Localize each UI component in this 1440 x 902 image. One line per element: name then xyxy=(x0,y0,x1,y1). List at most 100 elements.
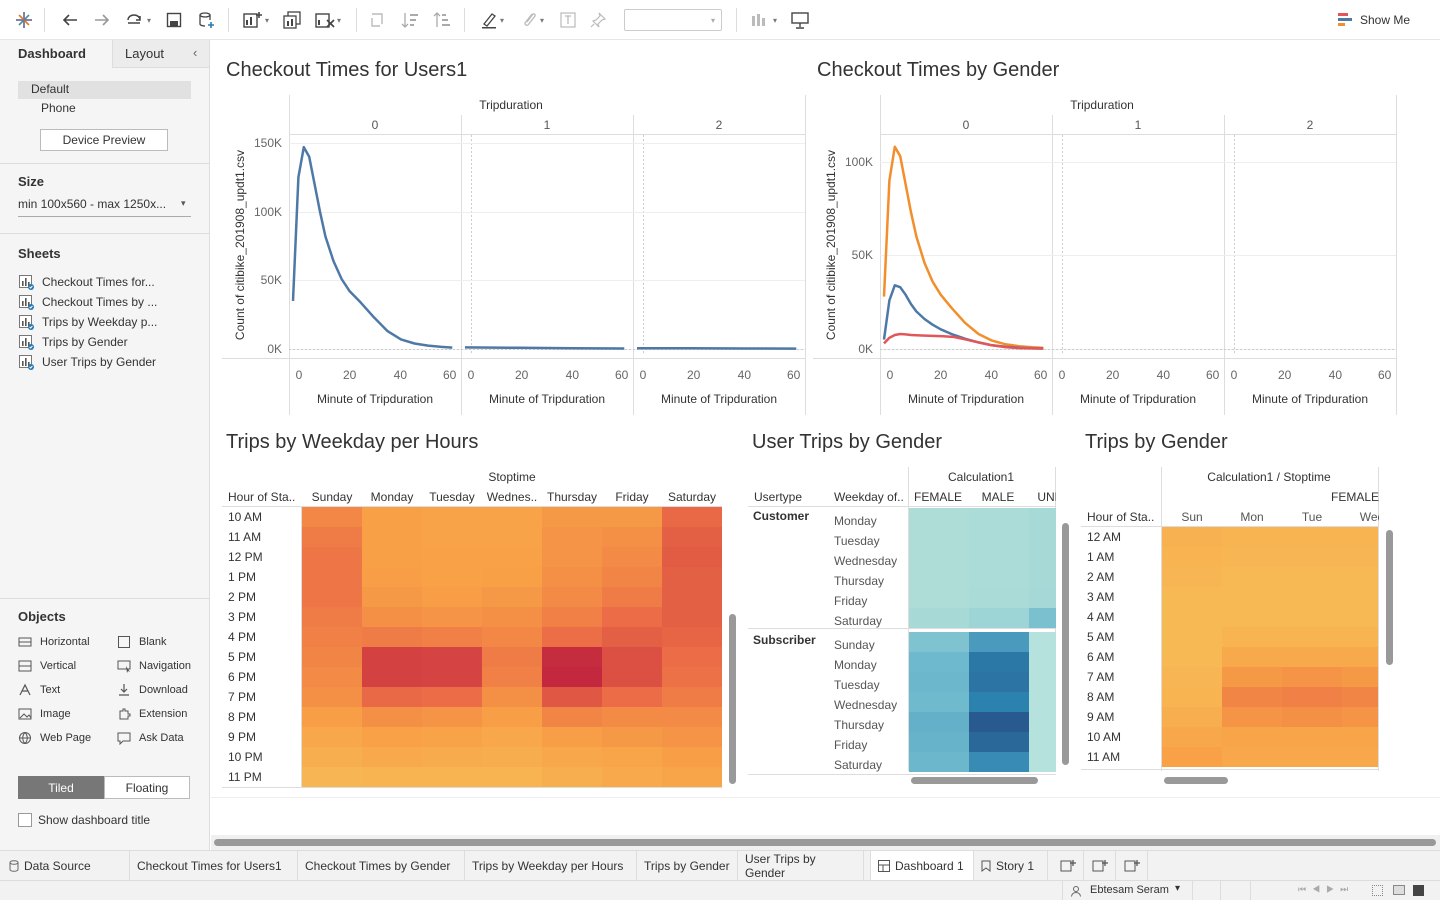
user-name[interactable]: Ebtesam Seram xyxy=(1090,884,1169,896)
trips-by-gender-heatmap-cell[interactable] xyxy=(1222,567,1282,587)
trips-by-gender-heatmap-cell[interactable] xyxy=(1162,527,1222,547)
trips-by-gender-heatmap-cell[interactable] xyxy=(1342,647,1378,667)
undo-icon[interactable] xyxy=(58,8,82,32)
tab-layout[interactable]: Layout xyxy=(125,46,164,61)
object-web-page[interactable]: Web Page xyxy=(18,731,91,745)
presentation-mode-icon[interactable] xyxy=(788,8,812,32)
sheet-navigation-icons[interactable]: ⏮◀▶⏭ xyxy=(1298,884,1354,895)
new-worksheet-tab-icon[interactable] xyxy=(1052,851,1084,880)
new-dashboard-tab-icon[interactable] xyxy=(1084,851,1116,880)
trips-by-gender-heatmap-cell[interactable] xyxy=(1222,547,1282,567)
trips-by-gender-heatmap-cell[interactable] xyxy=(1222,627,1282,647)
trips-by-gender-heatmap-cell[interactable] xyxy=(1282,647,1342,667)
trips-by-gender-heatmap-cell[interactable] xyxy=(1162,727,1222,747)
trips-by-gender-heatmap-cell[interactable] xyxy=(1222,527,1282,547)
new-worksheet-icon[interactable]: ▾ xyxy=(238,8,274,32)
bottom-tab-6[interactable]: User Trips by Gender xyxy=(738,851,864,880)
object-extension[interactable]: Extension xyxy=(117,707,187,721)
bottom-tab-8[interactable]: Story 1 xyxy=(974,851,1048,880)
new-story-tab-icon[interactable] xyxy=(1116,851,1148,880)
object-horizontal[interactable]: Horizontal xyxy=(18,635,90,649)
user-menu-caret-icon[interactable]: ▾ xyxy=(1175,883,1180,894)
show-sheet-sorter-icon[interactable] xyxy=(1393,885,1405,895)
bottom-tab-1[interactable]: Data Source xyxy=(2,851,130,880)
device-default[interactable]: Default xyxy=(31,82,69,96)
trips-by-gender-heatmap-cell[interactable] xyxy=(1222,707,1282,727)
trips-by-gender-heatmap-cell[interactable] xyxy=(1342,687,1378,707)
show-title-checkbox[interactable] xyxy=(18,813,32,827)
trips-by-gender-heatmap-cell[interactable] xyxy=(1162,707,1222,727)
object-download[interactable]: Download xyxy=(117,683,188,697)
object-text[interactable]: Text xyxy=(18,683,60,697)
device-preview-button[interactable]: Device Preview xyxy=(40,129,168,151)
trips-by-gender-heatmap-cell[interactable] xyxy=(1222,587,1282,607)
bottom-tab-3[interactable]: Checkout Times by Gender xyxy=(298,851,465,880)
clear-sheet-icon[interactable]: ▾ xyxy=(310,8,346,32)
save-icon[interactable] xyxy=(162,8,186,32)
redo-icon[interactable] xyxy=(90,8,114,32)
show-me-button[interactable]: Show Me xyxy=(1338,8,1424,32)
trips-by-gender-heatmap-cell[interactable] xyxy=(1282,727,1342,747)
trips-by-gender-heatmap-cell[interactable] xyxy=(1342,627,1378,647)
show-mark-labels-icon[interactable] xyxy=(556,8,580,32)
trips-by-gender-heatmap-cell[interactable] xyxy=(1282,547,1342,567)
horizontal-scrollbar[interactable] xyxy=(211,835,1440,850)
trips-by-gender-heatmap-cell[interactable] xyxy=(1342,747,1378,767)
floating-button[interactable]: Floating xyxy=(104,776,190,799)
object-ask-data[interactable]: Ask Data xyxy=(117,731,184,745)
duplicate-sheet-icon[interactable] xyxy=(280,8,304,32)
show-filmstrip-icon[interactable] xyxy=(1372,885,1383,896)
trips-by-gender-heatmap-cell[interactable] xyxy=(1162,667,1222,687)
tableau-logo-icon[interactable] xyxy=(12,8,36,32)
object-navigation[interactable]: Navigation xyxy=(117,659,191,673)
trips-by-gender-heatmap-cell[interactable] xyxy=(1282,587,1342,607)
size-dropdown[interactable]: min 100x560 - max 1250x... xyxy=(18,197,191,217)
trips-by-gender-heatmap-cell[interactable] xyxy=(1342,567,1378,587)
sheet-item[interactable]: Checkout Times for... xyxy=(18,274,155,290)
trips-by-gender-heatmap-cell[interactable] xyxy=(1282,607,1342,627)
trips-by-gender-heatmap-cell[interactable] xyxy=(1162,687,1222,707)
trips-by-gender-heatmap-cell[interactable] xyxy=(1282,747,1342,767)
trips-by-gender-heatmap-cell[interactable] xyxy=(1222,687,1282,707)
sort-ascending-icon[interactable] xyxy=(398,8,422,32)
trips-by-gender-heatmap-cell[interactable] xyxy=(1282,707,1342,727)
trips-by-gender-heatmap-cell[interactable] xyxy=(1282,567,1342,587)
trips-by-gender-heatmap-cell[interactable] xyxy=(1162,607,1222,627)
size-dropdown-caret-icon[interactable]: ▾ xyxy=(181,198,186,209)
bottom-tab-5[interactable]: Trips by Gender xyxy=(637,851,738,880)
sheet-item[interactable]: Checkout Times by ... xyxy=(18,294,157,310)
trips-by-gender-heatmap-cell[interactable] xyxy=(1282,527,1342,547)
trips-by-gender-heatmap-cell[interactable] xyxy=(1162,547,1222,567)
bottom-tab-7[interactable]: Dashboard 1 xyxy=(870,851,974,880)
trips-by-gender-heatmap-cell[interactable] xyxy=(1162,587,1222,607)
trips-by-gender-heatmap-cell[interactable] xyxy=(1162,747,1222,767)
trips-by-gender-heatmap-cell[interactable] xyxy=(1222,667,1282,687)
trips-by-gender-heatmap-cell[interactable] xyxy=(1342,587,1378,607)
scrollbar-thumb[interactable] xyxy=(214,839,1436,846)
trips-by-gender-heatmap-cell[interactable] xyxy=(1222,647,1282,667)
device-phone[interactable]: Phone xyxy=(41,101,76,115)
show-tabs-icon[interactable] xyxy=(1413,885,1424,896)
object-vertical[interactable]: Vertical xyxy=(18,659,76,673)
trips-by-gender-heatmap-cell[interactable] xyxy=(1342,607,1378,627)
trips-by-gender-heatmap-cell[interactable] xyxy=(1162,647,1222,667)
presentation-swap-icon[interactable]: ▾ xyxy=(746,8,782,32)
trips-by-gender-heatmap-h-scrollbar[interactable] xyxy=(1164,777,1228,784)
trips-by-gender-heatmap-cell[interactable] xyxy=(1282,667,1342,687)
trips-by-gender-heatmap-cell[interactable] xyxy=(1342,707,1378,727)
bottom-tab-4[interactable]: Trips by Weekday per Hours xyxy=(465,851,637,880)
trips-by-gender-heatmap-cell[interactable] xyxy=(1342,547,1378,567)
sheet-item[interactable]: Trips by Weekday p... xyxy=(18,314,157,330)
trips-by-gender-heatmap-cell[interactable] xyxy=(1222,607,1282,627)
trips-by-gender-heatmap-cell[interactable] xyxy=(1342,667,1378,687)
trips-by-gender-heatmap-cell[interactable] xyxy=(1162,567,1222,587)
trips-by-gender-heatmap-cell[interactable] xyxy=(1222,727,1282,747)
object-image[interactable]: Image xyxy=(18,707,71,721)
tab-dashboard[interactable]: Dashboard xyxy=(18,46,86,61)
swap-rows-columns-icon[interactable] xyxy=(366,8,390,32)
trips-by-gender-heatmap-cell[interactable] xyxy=(1222,747,1282,767)
trips-by-gender-heatmap-cell[interactable] xyxy=(1162,627,1222,647)
trips-by-gender-heatmap-cell[interactable] xyxy=(1282,687,1342,707)
trips-by-gender-heatmap-cell[interactable] xyxy=(1282,627,1342,647)
sheet-item[interactable]: User Trips by Gender xyxy=(18,354,156,370)
